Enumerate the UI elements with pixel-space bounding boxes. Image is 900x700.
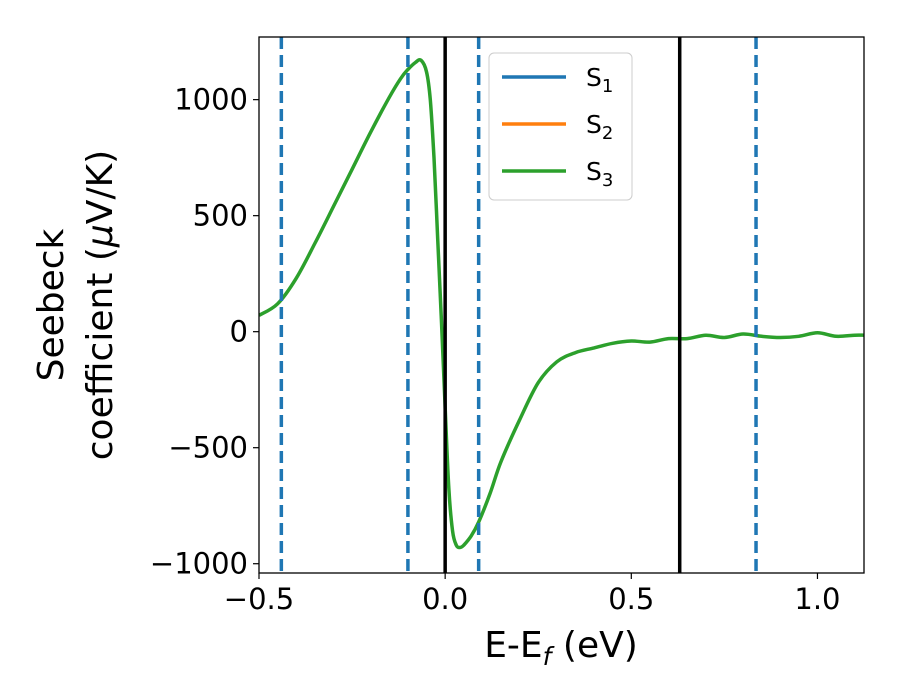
y-tick-label-3: 500 [193, 199, 248, 233]
y-tick-label-4: 1000 [174, 83, 248, 117]
y-tick-label-1: −500 [168, 431, 248, 465]
x-tick-label-2: 0.5 [608, 582, 654, 616]
legend-box [488, 52, 633, 201]
legend-label-3: S3 [586, 157, 613, 191]
x-axis-label: E-Ef (eV) [484, 625, 638, 671]
legend: S1 S2 S3 [488, 52, 633, 201]
y-axis-label-line2: coefficient (μV/K) [80, 150, 121, 460]
y-tick-label-2: 0 [230, 315, 248, 349]
y-tick-label-0: −1000 [150, 547, 248, 581]
y-axis-label-line1: Seebeck [31, 228, 72, 381]
seebeck-curve [259, 57, 864, 550]
legend-label-2: S2 [586, 110, 613, 144]
x-tick-label-1: 0.0 [422, 582, 468, 616]
x-tick-label-0: −0.5 [224, 582, 294, 616]
legend-label-1: S1 [586, 63, 613, 97]
x-tick-label-3: 1.0 [794, 582, 840, 616]
plot-frame [258, 36, 865, 574]
